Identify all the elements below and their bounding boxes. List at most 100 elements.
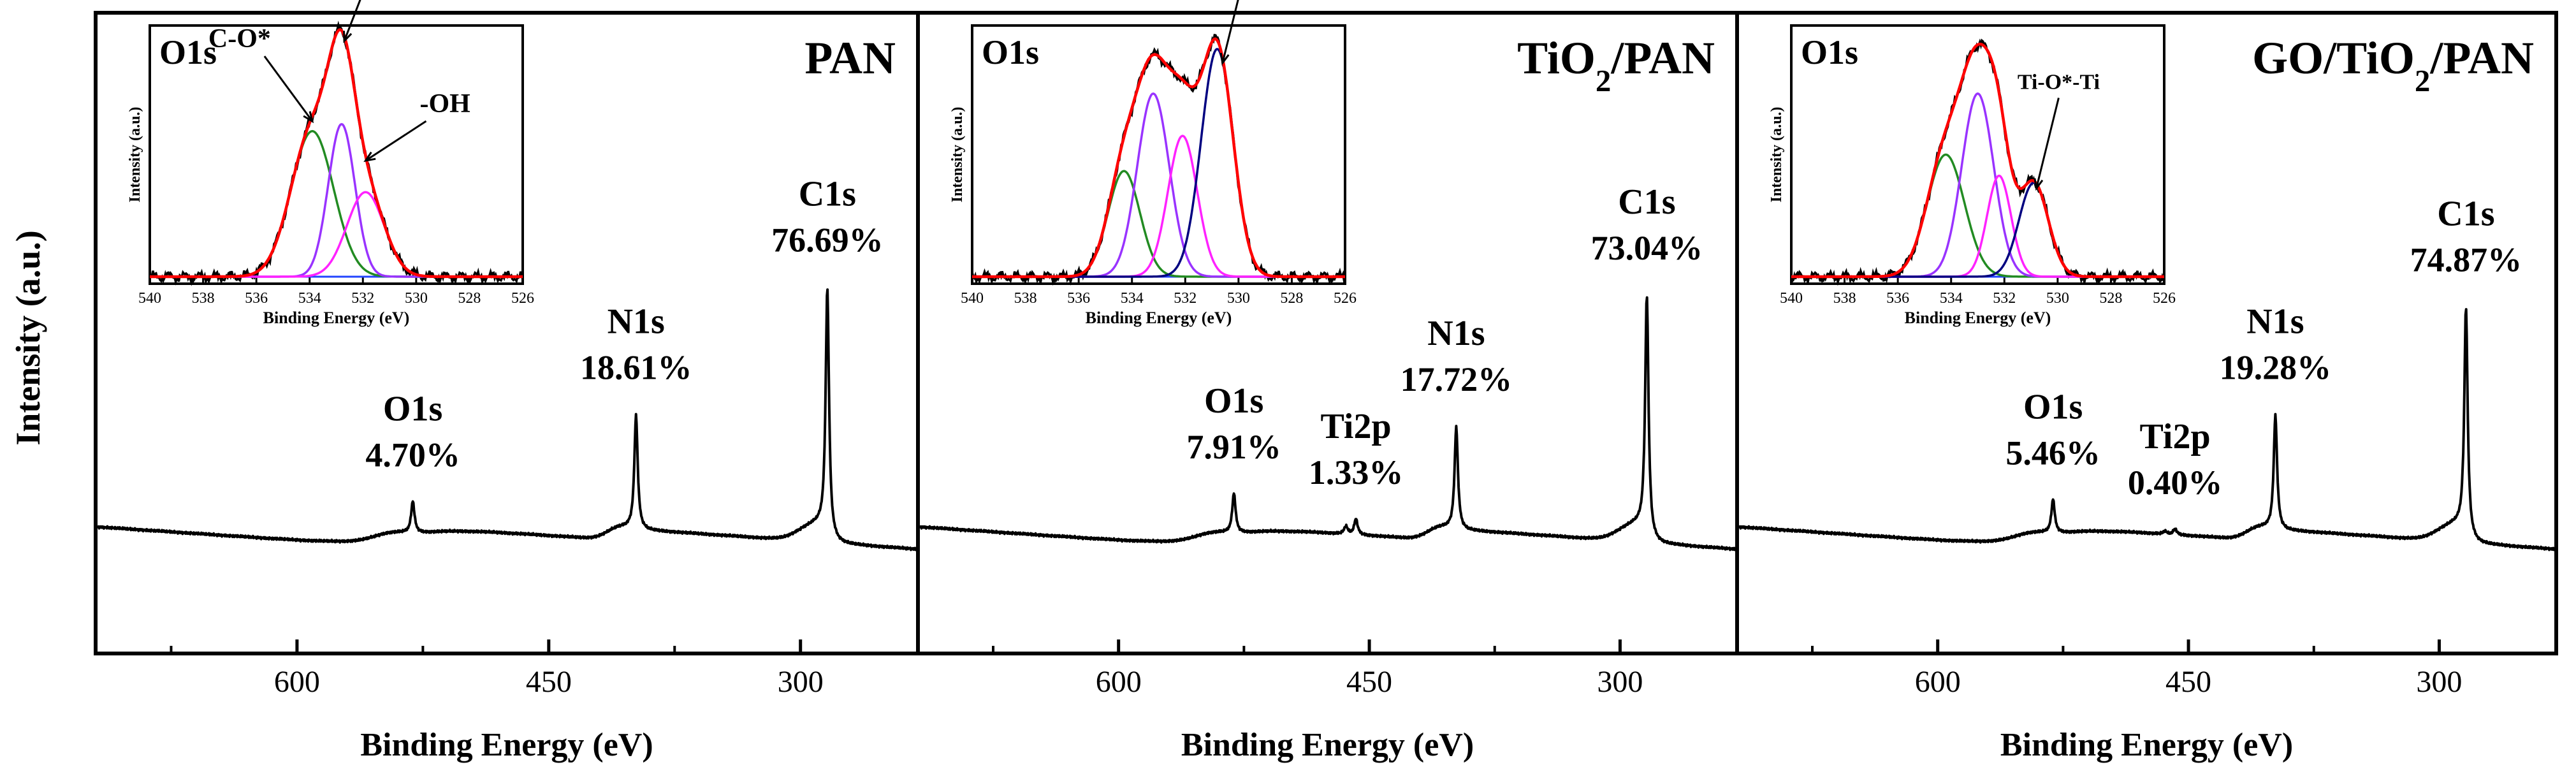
- panel-frame: [1735, 11, 2558, 655]
- inset-x-tick-label: 528: [2099, 290, 2122, 307]
- inset-annotation-arrowhead: [2034, 178, 2044, 191]
- o1s-inset: 540 538 536 534 532 530 528 526 Binding Energy (…: [127, 0, 534, 327]
- peak-name-label: O1s: [1204, 381, 1263, 421]
- x-tick-label: 600: [274, 665, 320, 699]
- inset-annotation-arrow: [343, 0, 361, 41]
- peak-percent-label: 1.33%: [1309, 453, 1404, 492]
- peak-percent-label: 18.61%: [580, 349, 692, 387]
- chart-panels: PAN 600 450 300 Binding Energy (eV) O1s 4.70% N…: [94, 0, 2558, 763]
- inset-x-tick-label: 532: [351, 290, 374, 307]
- inset-envelope-line: [972, 37, 1345, 279]
- x-tick-label: 450: [1346, 665, 1392, 699]
- chart-panel-3: GO/TiO2/PAN 600 450 300 Binding Energy (eV) O…: [1735, 11, 2558, 763]
- peak-percent-label: 74.87%: [2410, 241, 2522, 279]
- peak-name-label: N1s: [2246, 302, 2304, 342]
- inset-x-tick-label: 530: [1227, 290, 1250, 307]
- inset-x-tick-label: 534: [1940, 290, 1963, 307]
- peak-name-label: O1s: [2023, 387, 2083, 427]
- inset-envelope-line: [150, 28, 523, 279]
- peak-percent-label: 7.91%: [1186, 428, 1281, 466]
- x-axis-label: Binding Energy (eV): [2000, 727, 2293, 763]
- peak-name-label: C1s: [799, 175, 856, 214]
- panel-title-part: TiO: [1517, 33, 1596, 84]
- chart-panel-1: PAN 600 450 300 Binding Energy (eV) O1s 4.70% N…: [94, 0, 920, 763]
- inset-x-axis-label: Binding Energy (eV): [1905, 309, 2051, 327]
- peak-percent-label: 73.04%: [1591, 229, 1703, 267]
- survey-spectrum-line: [917, 296, 1738, 581]
- x-axis-label: Binding Energy (eV): [1181, 727, 1474, 763]
- x-tick-label: 600: [1096, 665, 1142, 699]
- inset-annotation-arrowhead: [343, 31, 353, 43]
- inset-x-tick-label: 526: [511, 290, 534, 307]
- peak-percent-label: 0.40%: [2128, 463, 2223, 502]
- peak-percent-label: 19.28%: [2220, 349, 2332, 387]
- x-tick-label: 450: [2165, 665, 2211, 699]
- chart-panel-2: TiO2/PAN 600 450 300 Binding Energy (eV) O1s 7…: [916, 0, 1739, 763]
- x-tick-label: 300: [778, 665, 824, 699]
- inset-annotation-arrowhead: [1219, 52, 1230, 66]
- peak-percent-label: 76.69%: [771, 221, 884, 259]
- inset-title: O1s: [1801, 33, 1858, 71]
- inset-x-tick-label: 530: [2046, 290, 2069, 307]
- inset-y-axis-label: Intensity (a.u.): [127, 106, 143, 202]
- peak-name-label: Ti2p: [2140, 417, 2211, 456]
- peak-percent-label: 17.72%: [1401, 360, 1513, 398]
- inset-frame: [149, 24, 524, 285]
- panel-title-part: PAN: [804, 33, 896, 84]
- inset-x-tick-label: 526: [2153, 290, 2176, 307]
- inset-annotation-arrow: [365, 120, 427, 162]
- peak-percent-label: 4.70%: [365, 436, 460, 474]
- survey-spectrum-line: [94, 288, 919, 581]
- peak-name-label: N1s: [1427, 314, 1485, 353]
- inset-annotation-label: Ti-O*-Ti: [2018, 70, 2100, 94]
- inset-x-tick-label: 534: [1121, 290, 1144, 307]
- inset-annotation-arrowhead: [303, 111, 314, 124]
- x-tick-label: 600: [1915, 665, 1961, 699]
- peak-name-label: Ti2p: [1321, 407, 1392, 446]
- inset-envelope-line: [1791, 42, 2164, 279]
- panel-title-subscript: 2: [1596, 63, 1611, 98]
- inset-x-tick-label: 526: [1334, 290, 1357, 307]
- inset-x-tick-label: 528: [1280, 290, 1303, 307]
- inset-y-axis-label: Intensity (a.u.): [949, 106, 966, 202]
- inset-title: O1s: [159, 33, 217, 71]
- inset-title: O1s: [982, 33, 1039, 71]
- inset-raw-data-line: [1790, 38, 2165, 286]
- panel-title-part: TiO: [2336, 33, 2415, 84]
- inset-annotation-arrow: [1221, 0, 1239, 64]
- x-axis-label: Binding Energy (eV): [360, 727, 653, 763]
- panel-title: PAN: [804, 33, 896, 84]
- x-tick-label: 450: [526, 665, 572, 699]
- inset-annotation-arrow: [263, 55, 314, 122]
- inset-x-tick-label: 530: [405, 290, 428, 307]
- panel-title: GO/TiO2/PAN: [2252, 33, 2534, 98]
- inset-annotation-arrow: [2035, 98, 2060, 189]
- x-tick-label: 300: [2416, 665, 2462, 699]
- inset-frame: [1790, 24, 2165, 285]
- peak-percent-label: 5.46%: [2005, 434, 2100, 472]
- peak-name-label: N1s: [608, 302, 665, 342]
- inset-x-tick-label: 534: [298, 290, 321, 307]
- inset-x-tick-label: 536: [1886, 290, 1909, 307]
- panel-title-part: /PAN: [1610, 33, 1715, 84]
- inset-y-axis-label: Intensity (a.u.): [1768, 106, 1785, 202]
- panel-title-subscript: 2: [2415, 63, 2430, 98]
- inset-x-tick-label: 536: [1067, 290, 1090, 307]
- inset-x-tick-label: 536: [245, 290, 268, 307]
- peak-name-label: C1s: [1618, 182, 1675, 222]
- figure-y-axis-label: Intensity (a.u.): [9, 230, 47, 446]
- panel-title: TiO2/PAN: [1517, 33, 1715, 98]
- survey-spectrum-line: [1736, 308, 2558, 581]
- inset-x-axis-label: Binding Energy (eV): [263, 309, 410, 327]
- peak-name-label: C1s: [2437, 194, 2494, 234]
- inset-x-tick-label: 528: [458, 290, 481, 307]
- inset-x-axis-label: Binding Energy (eV): [1086, 309, 1232, 327]
- inset-x-tick-label: 538: [1833, 290, 1856, 307]
- inset-x-tick-label: 538: [1014, 290, 1037, 307]
- inset-x-tick-label: 532: [1174, 290, 1197, 307]
- o1s-inset: 540 538 536 534 532 530 528 526 Binding Energy (…: [949, 0, 1357, 327]
- inset-annotation-arrowhead: [363, 151, 376, 163]
- o1s-inset: 540 538 536 534 532 530 528 526 Binding Energy (…: [1768, 24, 2176, 327]
- inset-x-tick-label: 540: [961, 290, 984, 307]
